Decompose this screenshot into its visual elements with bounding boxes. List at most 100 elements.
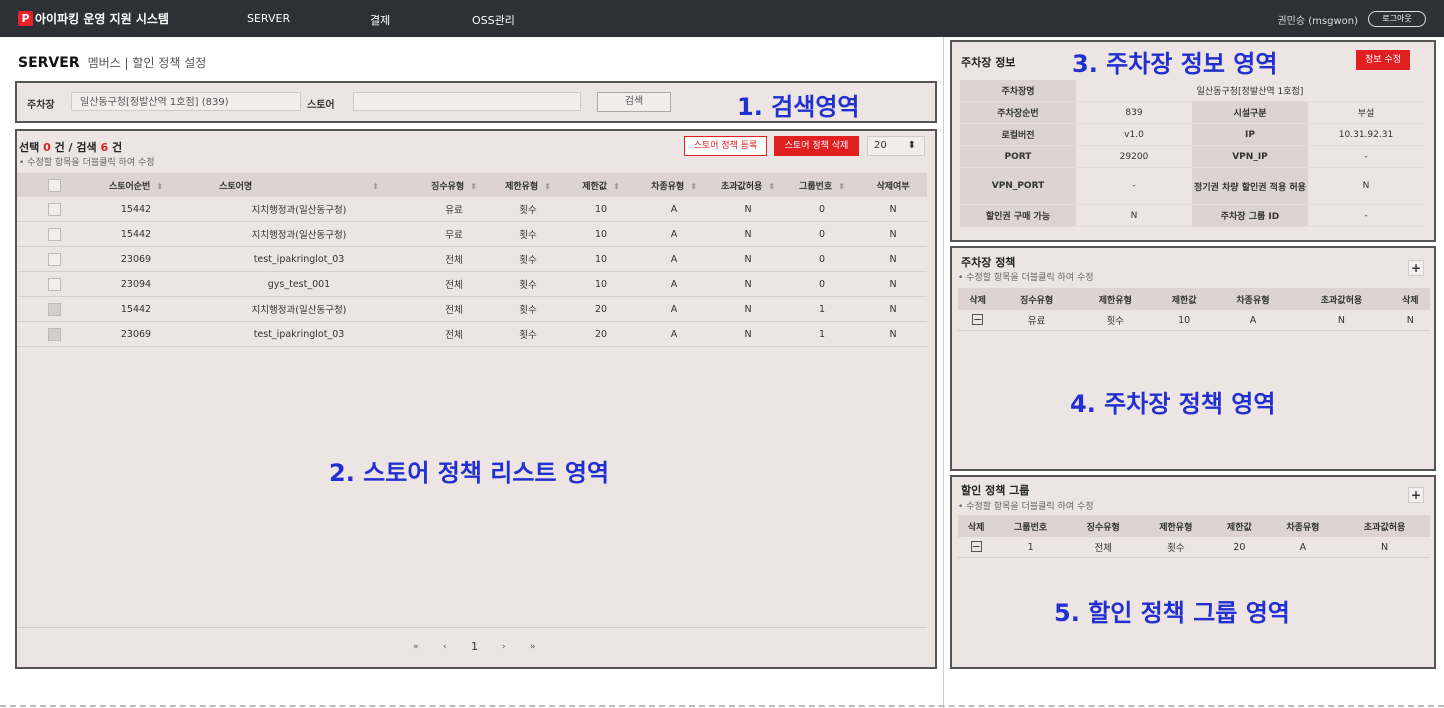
user-name: 권민승 (msgwon)	[1277, 16, 1358, 27]
row-checkbox[interactable]	[47, 227, 61, 241]
next-page-button[interactable]: ›	[502, 642, 506, 652]
discount-group-area: 할인 정책 그룹 • 수정할 항목을 더블클릭 하여 수정 + 삭제 그룹번호 징수…	[950, 475, 1436, 669]
table-cell: 횟수	[491, 321, 565, 347]
info-key: VPN_IP	[1192, 145, 1308, 168]
app-title: 아이파킹 운영 지원 시스템	[35, 12, 169, 26]
row-checkbox[interactable]	[47, 202, 61, 216]
column-header: 제한유형	[1075, 288, 1155, 310]
table-cell: 20	[565, 321, 637, 347]
table-cell: A	[1213, 310, 1293, 331]
table-cell: 10	[565, 221, 637, 247]
discount-group-table: 삭제 그룹번호 징수유형 제한유형 제한값 차종유형 초과값허용 −1 전체 횟수 20 A N	[958, 515, 1430, 558]
delete-cell: −	[958, 310, 998, 331]
delete-store-policy-button[interactable]: 스토어 정책 삭제	[774, 136, 859, 156]
add-parking-policy-button[interactable]: +	[1408, 260, 1424, 276]
last-page-button[interactable]: »	[530, 642, 536, 652]
table-cell: 전체	[417, 296, 491, 322]
table-cell: 유료	[997, 310, 1076, 331]
search-button[interactable]: 검색	[597, 92, 671, 112]
add-discount-group-button[interactable]: +	[1408, 487, 1424, 503]
register-store-policy-button[interactable]: 스토어 정책 등록	[684, 136, 767, 156]
store-input[interactable]	[353, 92, 581, 111]
info-key: 할인권 구매 가능	[960, 204, 1076, 227]
table-cell: 0	[785, 271, 859, 297]
page-title-sub: 멤버스 | 할인 정책 설정	[87, 56, 207, 70]
table-cell: 횟수	[491, 197, 565, 222]
store-policy-table: 스토어순번 ⬍ 스토어명 ⬍ 징수유형 ⬍ 제한유형 ⬍ 제한값 ⬍ 차종유형 ⬍ 초과값허…	[17, 173, 927, 347]
table-row[interactable]: 23069 test_ipakringlot_03 전체 횟수 10 A N 0 N	[17, 246, 927, 272]
nav-payment[interactable]: 결제	[370, 14, 391, 27]
column-header[interactable]: 징수유형 ⬍	[417, 173, 491, 197]
column-header[interactable]: 스토어순번 ⬍	[91, 173, 181, 197]
table-row[interactable]: 15442 지치행정과(일산동구청) 무료 횟수 10 A N 0 N	[17, 221, 927, 247]
row-checkbox-cell	[17, 271, 91, 297]
store-label: 스토어	[307, 100, 335, 111]
parking-policy-title: 주차장 정책	[961, 256, 1016, 269]
column-header[interactable]: 차종유형 ⬍	[637, 173, 711, 197]
parking-select[interactable]: 일산동구청[정발산역 1호점] (839)	[71, 92, 301, 111]
table-cell: N	[711, 197, 785, 222]
row-checkbox[interactable]	[47, 327, 61, 341]
table-cell: N	[711, 221, 785, 247]
parking-info-title: 주차장 정보	[961, 56, 1016, 69]
table-row[interactable]: −1 전체 횟수 20 A N	[958, 537, 1430, 558]
nav-server[interactable]: SERVER	[247, 12, 291, 25]
table-cell: 10	[565, 271, 637, 297]
column-header: 차종유형	[1266, 515, 1340, 537]
edit-info-button[interactable]: 정보 수정	[1356, 50, 1410, 70]
remove-row-button[interactable]: −	[970, 540, 982, 553]
column-header[interactable]: 삭제여부	[859, 173, 927, 197]
nav-oss-management[interactable]: OSS관리	[472, 14, 515, 27]
page-size-select[interactable]: 20 ⬍	[867, 136, 925, 156]
page-size-value: 20	[874, 140, 887, 151]
info-key: IP	[1192, 123, 1308, 146]
info-key: PORT	[960, 145, 1076, 168]
row-checkbox[interactable]	[47, 252, 61, 266]
table-cell: N	[1390, 310, 1430, 331]
table-cell: 15442	[91, 221, 181, 247]
select-arrow-icon: ⬍	[907, 140, 916, 151]
table-row[interactable]: 15442 지치행정과(일산동구청) 전체 횟수 20 A N 1 N	[17, 296, 927, 322]
annotation-discount-group: 5. 할인 정책 그룹 영역	[1054, 599, 1290, 627]
table-cell: 10	[565, 246, 637, 272]
logout-button[interactable]: 로그아웃	[1368, 11, 1426, 27]
table-cell: 횟수	[491, 296, 565, 322]
info-value: 29200	[1076, 145, 1192, 168]
remove-row-button[interactable]: −	[972, 313, 984, 326]
table-cell: 15442	[91, 296, 181, 322]
annotation-search: 1. 검색영역	[737, 93, 860, 121]
column-header[interactable]: 제한유형 ⬍	[491, 173, 565, 197]
table-row[interactable]: 15442 지치행정과(일산동구청) 유료 횟수 10 A N 0 N	[17, 197, 927, 222]
row-checkbox[interactable]	[47, 277, 61, 291]
column-header[interactable]: 제한값 ⬍	[565, 173, 637, 197]
prev-page-button[interactable]: ‹	[443, 642, 447, 652]
table-cell: 10	[1154, 310, 1214, 331]
column-header[interactable]: 초과값허용 ⬍	[711, 173, 785, 197]
column-header[interactable]: 스토어명 ⬍	[181, 173, 417, 197]
info-key: 로컬버전	[960, 123, 1076, 146]
left-panel: SERVER 멤버스 | 할인 정책 설정 주차장 일산동구청[정발산역 1호점…	[2, 37, 940, 708]
pagination: « ‹ 1 › »	[17, 627, 927, 658]
row-checkbox-cell	[17, 221, 91, 247]
table-cell: N	[1339, 537, 1430, 558]
table-row[interactable]: − 유료 횟수 10 A N N	[958, 310, 1430, 331]
table-row[interactable]: 23094 gys_test_001 전체 횟수 10 A N 0 N	[17, 271, 927, 297]
table-cell: 지치행정과(일산동구청)	[181, 197, 417, 222]
table-row[interactable]: 23069 test_ipakringlot_03 전체 횟수 20 A N 1 N	[17, 321, 927, 347]
current-page[interactable]: 1	[471, 640, 478, 653]
table-cell: 전체	[417, 321, 491, 347]
first-page-button[interactable]: «	[413, 642, 419, 652]
column-header[interactable]: 그룹번호 ⬍	[785, 173, 859, 197]
page-title: SERVER 멤버스 | 할인 정책 설정	[18, 54, 206, 71]
info-row: 로컬버전 v1.0 IP 10.31.92.31	[960, 123, 1424, 146]
table-cell: N	[859, 221, 927, 247]
table-cell: 0	[785, 246, 859, 272]
table-cell: 23094	[91, 271, 181, 297]
select-all-checkbox[interactable]	[47, 178, 61, 192]
table-cell: A	[637, 296, 711, 322]
parking-policy-area: 주차장 정책 • 수정할 항목을 더블클릭 하여 수정 + 삭제 징수유형 제한유형…	[950, 246, 1436, 471]
app-logo[interactable]: P 아이파킹 운영 지원 시스템	[18, 10, 169, 27]
row-checkbox[interactable]	[47, 302, 61, 316]
page-title-main: SERVER	[18, 55, 80, 71]
result-count: 선택 0 건 / 검색 6 건	[19, 139, 122, 155]
